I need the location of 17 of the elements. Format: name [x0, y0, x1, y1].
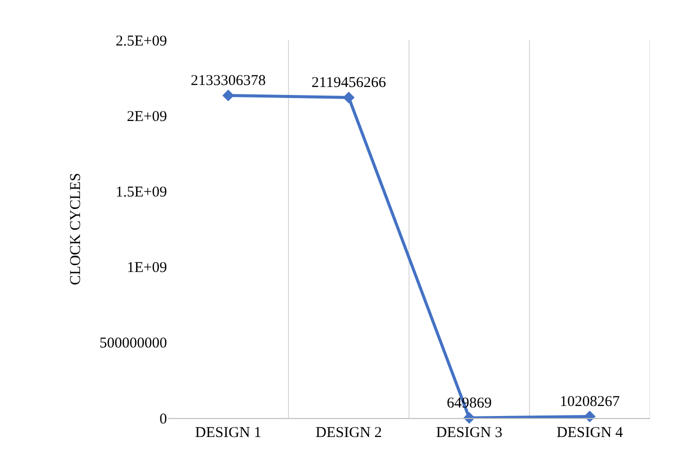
data-label: 2133306378 [190, 73, 266, 90]
y-tick-label: 0 [160, 411, 167, 428]
y-axis-title: CLOCK CYCLES [68, 172, 84, 286]
data-label: 2119456266 [312, 75, 386, 92]
point [584, 410, 596, 422]
y-tick-label: 2E+09 [126, 108, 167, 125]
point [342, 92, 355, 104]
data-label: 10208267 [560, 394, 620, 410]
y-tick-label: 1E+09 [126, 260, 167, 276]
y-tick-label: 1.5E+09 [116, 184, 167, 200]
x-tick-label: DESIGN 3 [436, 425, 502, 441]
y-tick-label: 500000000 [100, 336, 167, 352]
x-tick-label: DESIGN 2 [316, 425, 382, 441]
point [222, 90, 234, 102]
x-tick-label: DESIGN 4 [556, 425, 624, 441]
x-tick-label: DESIGN 1 [195, 425, 262, 441]
y-tick-label: 2.5E+09 [116, 33, 167, 50]
